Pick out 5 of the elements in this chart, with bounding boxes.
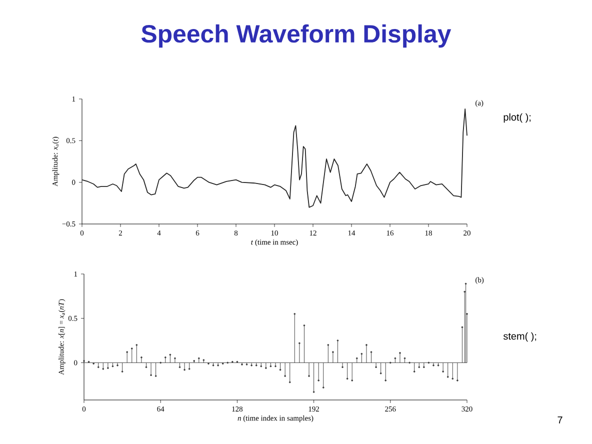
text: plot( ); (504, 113, 531, 123)
line-series (82, 108, 468, 208)
text: stem( ); (503, 332, 536, 342)
text: 7 (558, 416, 562, 424)
chart-title: Speech Waveform Display (141, 24, 452, 48)
